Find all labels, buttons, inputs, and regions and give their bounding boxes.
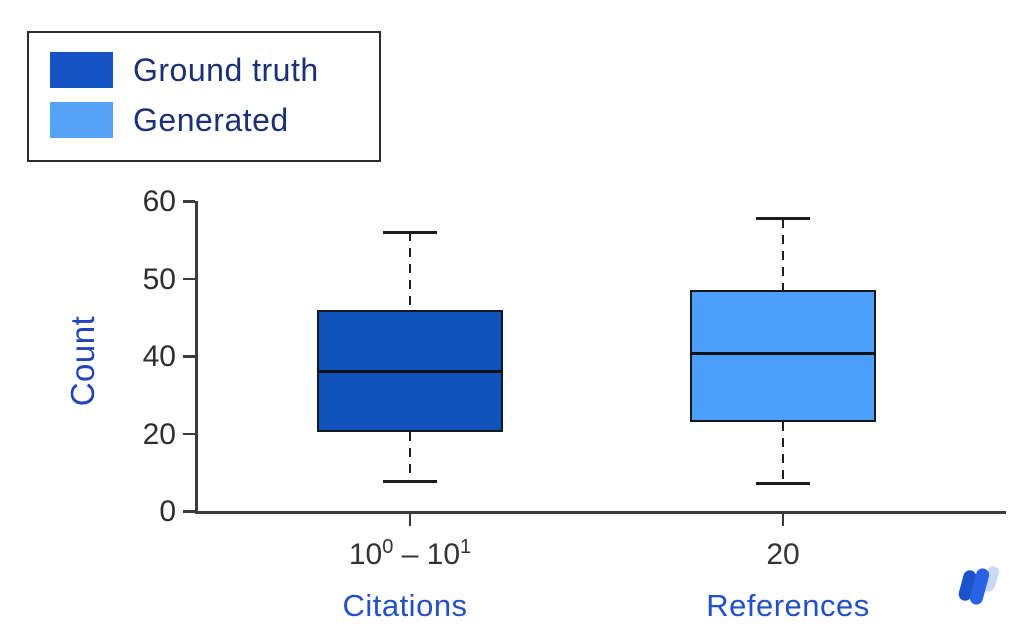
x-axis-line <box>195 511 1006 514</box>
w-mark-logo <box>958 566 1000 605</box>
upper-whisker <box>408 232 412 310</box>
upper-whisker-cap <box>756 217 810 221</box>
legend-label-ground-truth: Ground truth <box>133 52 319 88</box>
upper-whisker <box>781 218 785 291</box>
tick-text: 10 <box>426 538 461 571</box>
x-axis-label-references: References <box>706 588 870 623</box>
y-tick-label: 0 <box>159 495 176 528</box>
y-tick-mark <box>183 510 195 513</box>
x-axis-label-citations: Citations <box>342 588 468 623</box>
lower-whisker-cap <box>756 482 810 486</box>
y-tick-mark <box>183 432 195 435</box>
y-tick-mark <box>183 200 195 203</box>
legend-label-generated: Generated <box>133 102 289 138</box>
y-tick-mark <box>183 277 195 280</box>
legend: Ground truth Generated <box>27 31 381 162</box>
x-tick-mark <box>781 513 785 526</box>
tick-text: – <box>393 538 427 571</box>
x-tick-value-1: 20 <box>766 538 800 571</box>
lower-whisker <box>408 431 412 482</box>
y-tick-label: 20 <box>142 417 176 451</box>
lower-whisker <box>781 421 785 484</box>
y-axis-line <box>195 201 198 514</box>
lower-whisker-cap <box>383 480 437 484</box>
x-tick-mark <box>408 513 412 526</box>
box-generated <box>690 290 876 422</box>
y-tick-label: 40 <box>142 340 176 373</box>
y-tick-label: 50 <box>142 262 176 296</box>
tick-superscript: 1 <box>460 536 472 558</box>
legend-swatch-ground-truth <box>50 52 113 88</box>
tick-text: 10 <box>348 538 383 571</box>
median-line <box>317 370 503 373</box>
legend-swatch-generated <box>50 102 113 138</box>
median-line <box>690 352 876 355</box>
tick-superscript: 0 <box>382 536 394 558</box>
x-tick-value-0: 100 – 101 <box>348 536 472 572</box>
y-tick-label: 60 <box>142 185 176 218</box>
y-tick-mark <box>183 355 195 358</box>
upper-whisker-cap <box>383 230 437 234</box>
